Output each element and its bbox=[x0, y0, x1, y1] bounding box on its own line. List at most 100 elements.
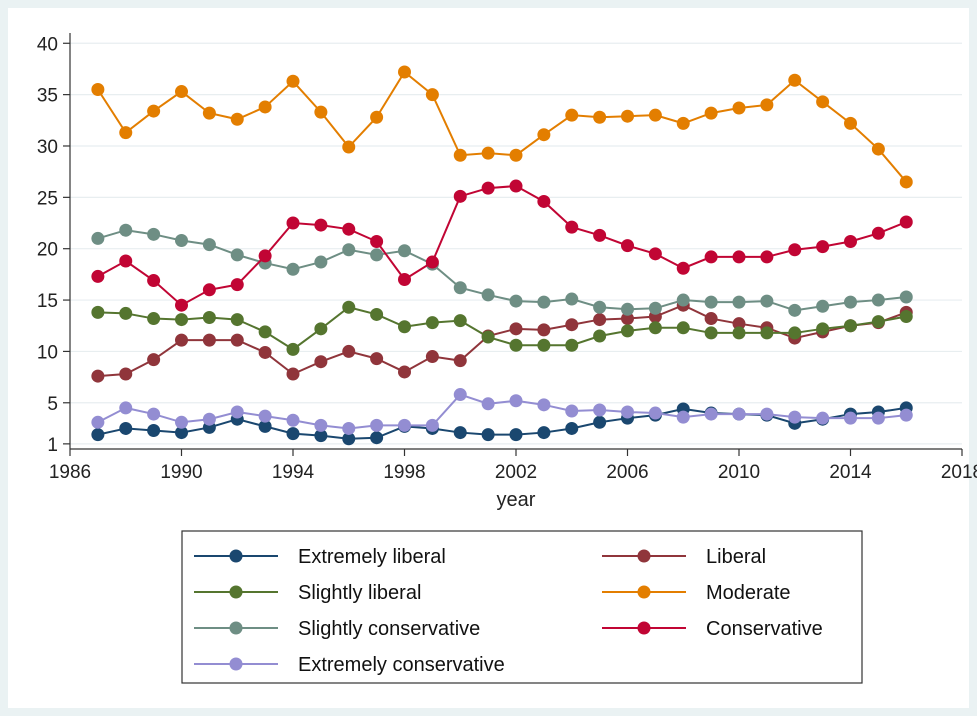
data-point bbox=[370, 352, 384, 366]
data-point bbox=[537, 398, 551, 412]
data-point bbox=[258, 100, 272, 114]
data-point bbox=[175, 313, 188, 327]
data-point bbox=[537, 338, 551, 352]
data-point bbox=[286, 74, 300, 88]
data-point bbox=[258, 409, 272, 423]
data-point bbox=[314, 418, 328, 432]
data-point bbox=[481, 330, 495, 344]
legend-swatch-marker bbox=[229, 549, 243, 563]
data-point bbox=[481, 181, 495, 195]
data-point bbox=[175, 426, 188, 440]
data-point bbox=[370, 418, 384, 432]
data-point bbox=[788, 73, 802, 87]
legend-item: Extremely liberal bbox=[194, 546, 446, 568]
data-point bbox=[593, 403, 607, 417]
x-tick-label: 2002 bbox=[495, 462, 537, 483]
x-tick-label: 1994 bbox=[272, 462, 315, 483]
data-point bbox=[537, 426, 551, 440]
data-point bbox=[370, 110, 384, 124]
data-point bbox=[732, 326, 746, 340]
data-point bbox=[621, 239, 634, 253]
data-point bbox=[230, 248, 244, 262]
data-point bbox=[342, 140, 356, 154]
data-point bbox=[760, 98, 774, 112]
data-point bbox=[91, 415, 105, 429]
data-point bbox=[509, 294, 523, 308]
data-point bbox=[230, 278, 244, 292]
data-point bbox=[370, 431, 384, 445]
data-point bbox=[91, 369, 105, 383]
data-point bbox=[342, 344, 356, 358]
legend-swatch-marker bbox=[229, 585, 243, 599]
legend-swatch-marker bbox=[637, 621, 651, 635]
data-point bbox=[537, 194, 551, 208]
data-point bbox=[481, 428, 495, 442]
data-point bbox=[398, 273, 411, 287]
data-point bbox=[704, 326, 718, 340]
data-point bbox=[760, 250, 774, 264]
data-point bbox=[899, 408, 913, 422]
data-point bbox=[565, 220, 579, 234]
legend-item: Liberal bbox=[602, 546, 766, 568]
data-point bbox=[202, 238, 216, 252]
data-point bbox=[899, 309, 913, 323]
legend-swatch-marker bbox=[637, 585, 651, 599]
data-point bbox=[202, 311, 216, 325]
data-point bbox=[509, 148, 523, 162]
data-point bbox=[370, 235, 384, 249]
series-slightly-conservative bbox=[91, 223, 913, 317]
data-point bbox=[481, 288, 495, 302]
legend-label: Slightly conservative bbox=[298, 618, 480, 640]
data-point bbox=[899, 215, 913, 229]
data-point bbox=[732, 295, 746, 309]
x-axis-title: year bbox=[497, 489, 536, 511]
legend-label: Slightly liberal bbox=[298, 582, 421, 604]
data-point bbox=[871, 411, 885, 425]
data-point bbox=[565, 404, 579, 418]
data-point bbox=[621, 302, 634, 316]
data-point bbox=[175, 233, 188, 247]
data-point bbox=[704, 106, 718, 120]
data-point bbox=[732, 250, 746, 264]
data-point bbox=[871, 315, 885, 329]
data-point bbox=[732, 407, 746, 421]
data-point bbox=[648, 321, 662, 335]
legend-swatch-marker bbox=[229, 621, 243, 635]
series-slightly-liberal bbox=[91, 300, 913, 356]
data-point bbox=[147, 104, 161, 118]
data-point bbox=[119, 421, 133, 435]
data-point bbox=[676, 116, 690, 130]
data-point bbox=[760, 326, 774, 340]
data-point bbox=[704, 250, 718, 264]
data-point bbox=[314, 322, 328, 336]
data-point bbox=[509, 428, 523, 442]
data-point bbox=[676, 261, 690, 275]
data-point bbox=[258, 249, 272, 263]
legend-item: Slightly liberal bbox=[194, 582, 421, 604]
data-point bbox=[732, 101, 746, 115]
data-point bbox=[481, 146, 495, 160]
data-point bbox=[425, 350, 439, 364]
legend-item: Slightly conservative bbox=[194, 618, 480, 640]
data-point bbox=[342, 222, 356, 236]
data-point bbox=[286, 262, 300, 276]
data-point bbox=[621, 109, 634, 123]
data-point bbox=[119, 306, 133, 320]
data-point bbox=[816, 299, 830, 313]
data-point bbox=[230, 405, 244, 419]
series-conservative bbox=[91, 179, 913, 312]
legend-item: Conservative bbox=[602, 618, 823, 640]
y-tick-label: 25 bbox=[37, 188, 58, 209]
data-point bbox=[147, 353, 161, 367]
data-point bbox=[537, 128, 551, 142]
data-point bbox=[398, 418, 411, 432]
data-point bbox=[509, 179, 523, 193]
data-point bbox=[342, 243, 356, 257]
data-point bbox=[648, 406, 662, 420]
y-tick-label: 35 bbox=[37, 86, 58, 107]
data-point bbox=[314, 355, 328, 369]
data-point bbox=[147, 227, 161, 241]
data-point bbox=[816, 411, 830, 425]
data-point bbox=[760, 407, 774, 421]
